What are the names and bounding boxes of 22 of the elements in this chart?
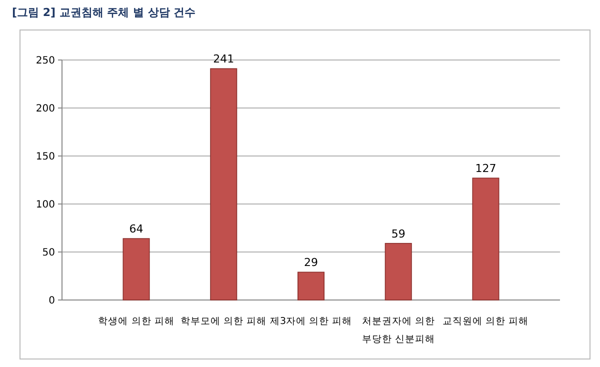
data-label: 29 (304, 256, 318, 270)
bar (210, 68, 238, 300)
y-tick-label: 250 (36, 56, 55, 66)
y-tick-label: 0 (48, 296, 55, 306)
data-label: 127 (475, 162, 496, 176)
y-tick-label: 50 (42, 248, 55, 258)
x-tick-label: 학부모에 의한 피해 (180, 316, 267, 327)
y-tick-label: 200 (36, 104, 55, 114)
bar (122, 238, 150, 300)
bar (472, 178, 500, 300)
chart-title: [그림 2] 교권침해 주체 별 상담 건수 (12, 6, 196, 19)
bar (384, 242, 412, 300)
x-tick-label: 처분권자에 의한 부당한 신분피해 (362, 316, 435, 345)
x-tick-label: 학생에 의한 피해 (98, 316, 174, 327)
data-label: 241 (213, 52, 234, 66)
bar (297, 272, 325, 300)
data-label: 59 (391, 227, 406, 240)
x-tick-label: 교직원에 의한 피해 (442, 316, 529, 327)
y-tick-label: 150 (36, 152, 55, 162)
y-tick-label: 100 (36, 200, 55, 210)
x-tick-label: 제3자에 의한 피해 (270, 316, 352, 327)
data-label: 64 (129, 222, 144, 236)
